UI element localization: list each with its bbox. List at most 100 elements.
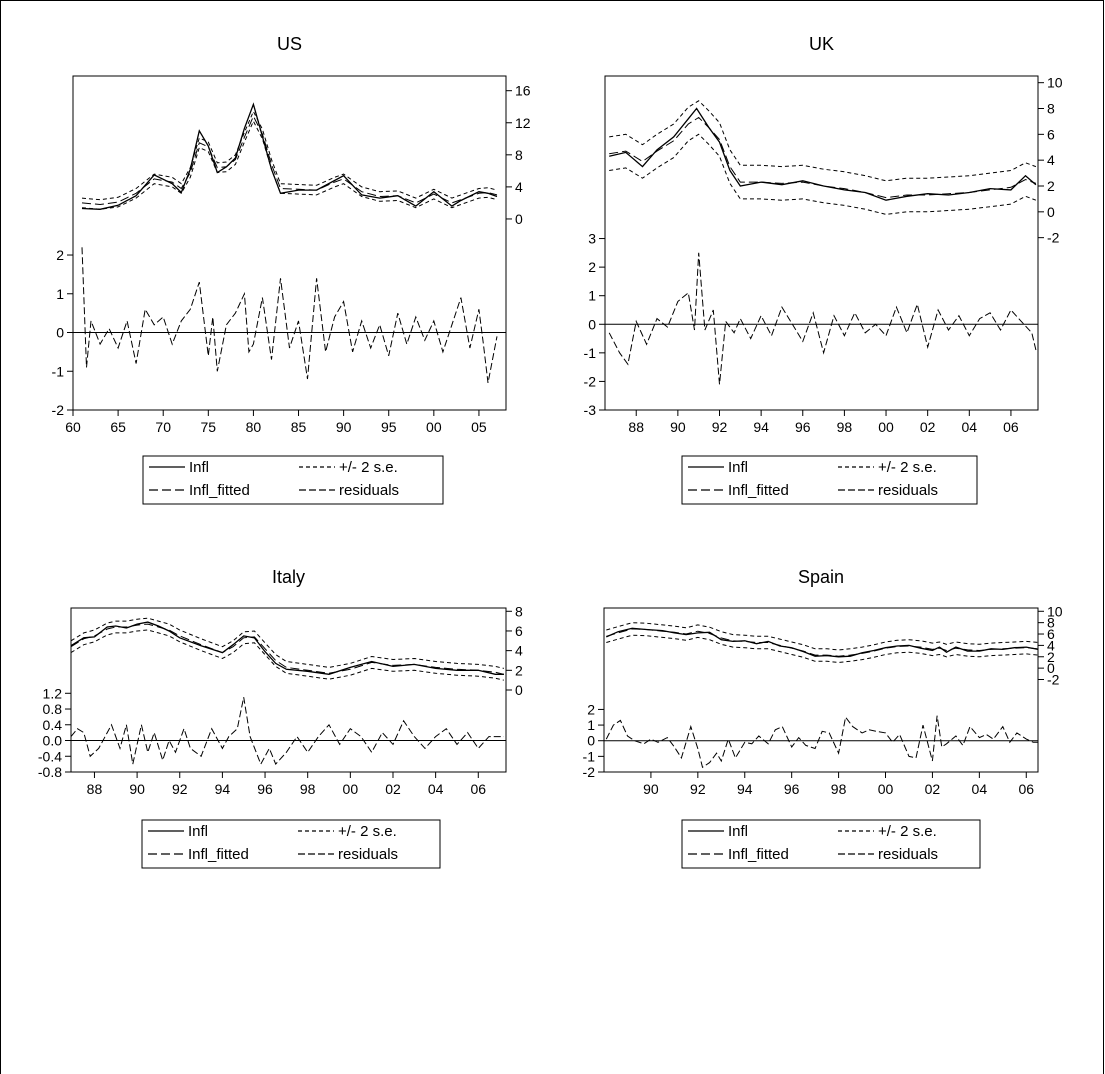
chart-legend: Infl +/- 2 s.e. Infl_fitted residuals bbox=[681, 455, 978, 505]
right-axis-label: 0 bbox=[515, 211, 523, 227]
x-tick-label: 98 bbox=[300, 781, 316, 797]
plot-frame bbox=[603, 607, 1039, 773]
x-tick-label: 92 bbox=[690, 781, 706, 797]
series-se-upper bbox=[81, 110, 498, 201]
series-residuals bbox=[81, 247, 498, 383]
legend-entry: Infl_fitted bbox=[188, 846, 249, 863]
x-tick-label: 75 bbox=[201, 419, 217, 435]
series-infl-fitted bbox=[606, 628, 1039, 657]
left-axis-label: -2 bbox=[52, 402, 65, 418]
right-axis-label: 10 bbox=[1047, 75, 1063, 91]
chart-title: UK bbox=[809, 34, 834, 54]
x-tick-label: 06 bbox=[470, 781, 486, 797]
legend-entry: residuals bbox=[878, 846, 938, 863]
left-axis-label: -3 bbox=[584, 402, 597, 418]
x-tick-label: 06 bbox=[1003, 419, 1019, 435]
x-tick-label: 02 bbox=[920, 419, 936, 435]
x-tick-label: 02 bbox=[925, 781, 941, 797]
plot-frame bbox=[604, 75, 1039, 411]
left-axis-label: 0.4 bbox=[43, 717, 63, 733]
legend-entry: Infl_fitted bbox=[728, 846, 789, 863]
x-tick-label: 04 bbox=[428, 781, 444, 797]
x-tick-label: 06 bbox=[1018, 781, 1034, 797]
right-axis-label: 2 bbox=[1047, 178, 1055, 194]
x-tick-label: 05 bbox=[471, 419, 487, 435]
left-axis-label: -1 bbox=[52, 363, 65, 379]
x-tick-label: 00 bbox=[426, 419, 442, 435]
right-axis-label: 6 bbox=[515, 623, 523, 639]
left-axis-label: 1.2 bbox=[43, 685, 63, 701]
x-tick-label: 60 bbox=[65, 419, 81, 435]
x-tick-label: 90 bbox=[670, 419, 686, 435]
x-tick-label: 70 bbox=[155, 419, 171, 435]
legend-box bbox=[681, 455, 978, 505]
series-se-lower bbox=[609, 133, 1037, 215]
legend-box bbox=[142, 455, 444, 505]
x-tick-label: 65 bbox=[110, 419, 126, 435]
legend-entry: Infl bbox=[728, 823, 748, 840]
right-axis-label: 8 bbox=[1047, 615, 1055, 631]
left-axis-label: -2 bbox=[584, 373, 597, 389]
x-tick-label: 96 bbox=[795, 419, 811, 435]
series-se-lower bbox=[81, 120, 498, 210]
left-axis-label: 2 bbox=[587, 701, 595, 717]
left-axis-label: -1 bbox=[584, 345, 597, 361]
series-residuals bbox=[608, 252, 1037, 385]
legend-box bbox=[141, 819, 441, 869]
right-axis-label: 2 bbox=[1047, 649, 1055, 665]
x-tick-label: 98 bbox=[837, 419, 853, 435]
legend-entry: Infl_fitted bbox=[189, 482, 250, 499]
x-tick-label: 88 bbox=[628, 419, 644, 435]
x-tick-label: 95 bbox=[381, 419, 397, 435]
x-tick-label: 00 bbox=[878, 781, 894, 797]
x-tick-label: 94 bbox=[737, 781, 753, 797]
right-axis-label: 0 bbox=[1047, 204, 1055, 220]
series-se-upper bbox=[606, 622, 1039, 651]
series-se-lower bbox=[70, 629, 505, 681]
legend-entry: +/- 2 s.e. bbox=[878, 459, 937, 476]
x-tick-label: 85 bbox=[291, 419, 307, 435]
left-axis-label: 1 bbox=[56, 286, 64, 302]
series-residuals bbox=[70, 697, 504, 766]
left-axis-label: 3 bbox=[588, 231, 596, 247]
chart-legend: Infl +/- 2 s.e. Infl_fitted residuals bbox=[681, 819, 981, 869]
legend-entry: Infl bbox=[188, 823, 208, 840]
x-tick-label: 90 bbox=[643, 781, 659, 797]
right-axis-label: 4 bbox=[515, 179, 523, 195]
legend-entry: residuals bbox=[338, 846, 398, 863]
left-axis-label: 0 bbox=[587, 733, 595, 749]
x-tick-label: 02 bbox=[385, 781, 401, 797]
right-axis-label: 4 bbox=[1047, 637, 1055, 653]
x-tick-label: 00 bbox=[343, 781, 359, 797]
right-axis-label: 0 bbox=[515, 682, 523, 698]
x-tick-label: 80 bbox=[246, 419, 262, 435]
legend-entry: +/- 2 s.e. bbox=[878, 823, 937, 840]
chart-title: Spain bbox=[798, 567, 844, 587]
legend-entry: +/- 2 s.e. bbox=[339, 459, 398, 476]
x-tick-label: 94 bbox=[753, 419, 769, 435]
series-infl-fitted bbox=[81, 115, 498, 206]
right-axis-label: 4 bbox=[1047, 152, 1055, 168]
series-se-lower bbox=[606, 634, 1039, 663]
series-infl bbox=[609, 107, 1037, 201]
series-residuals bbox=[605, 715, 1038, 769]
left-axis-label: 0.0 bbox=[43, 733, 63, 749]
right-axis-label: 8 bbox=[1047, 101, 1055, 117]
left-axis-label: -0.4 bbox=[38, 748, 62, 764]
left-axis-label: 2 bbox=[588, 259, 596, 275]
right-axis-label: 2 bbox=[515, 662, 523, 678]
plot-frame bbox=[70, 607, 507, 773]
left-axis-label: 0 bbox=[588, 316, 596, 332]
series-infl-fitted bbox=[609, 116, 1037, 199]
left-axis-label: 0.8 bbox=[43, 701, 63, 717]
series-infl bbox=[81, 102, 498, 210]
x-tick-label: 90 bbox=[129, 781, 145, 797]
legend-entry: residuals bbox=[878, 482, 938, 499]
chart-legend: Infl +/- 2 s.e. Infl_fitted residuals bbox=[141, 819, 441, 869]
x-tick-label: 04 bbox=[962, 419, 978, 435]
legend-entry: Infl bbox=[189, 459, 209, 476]
